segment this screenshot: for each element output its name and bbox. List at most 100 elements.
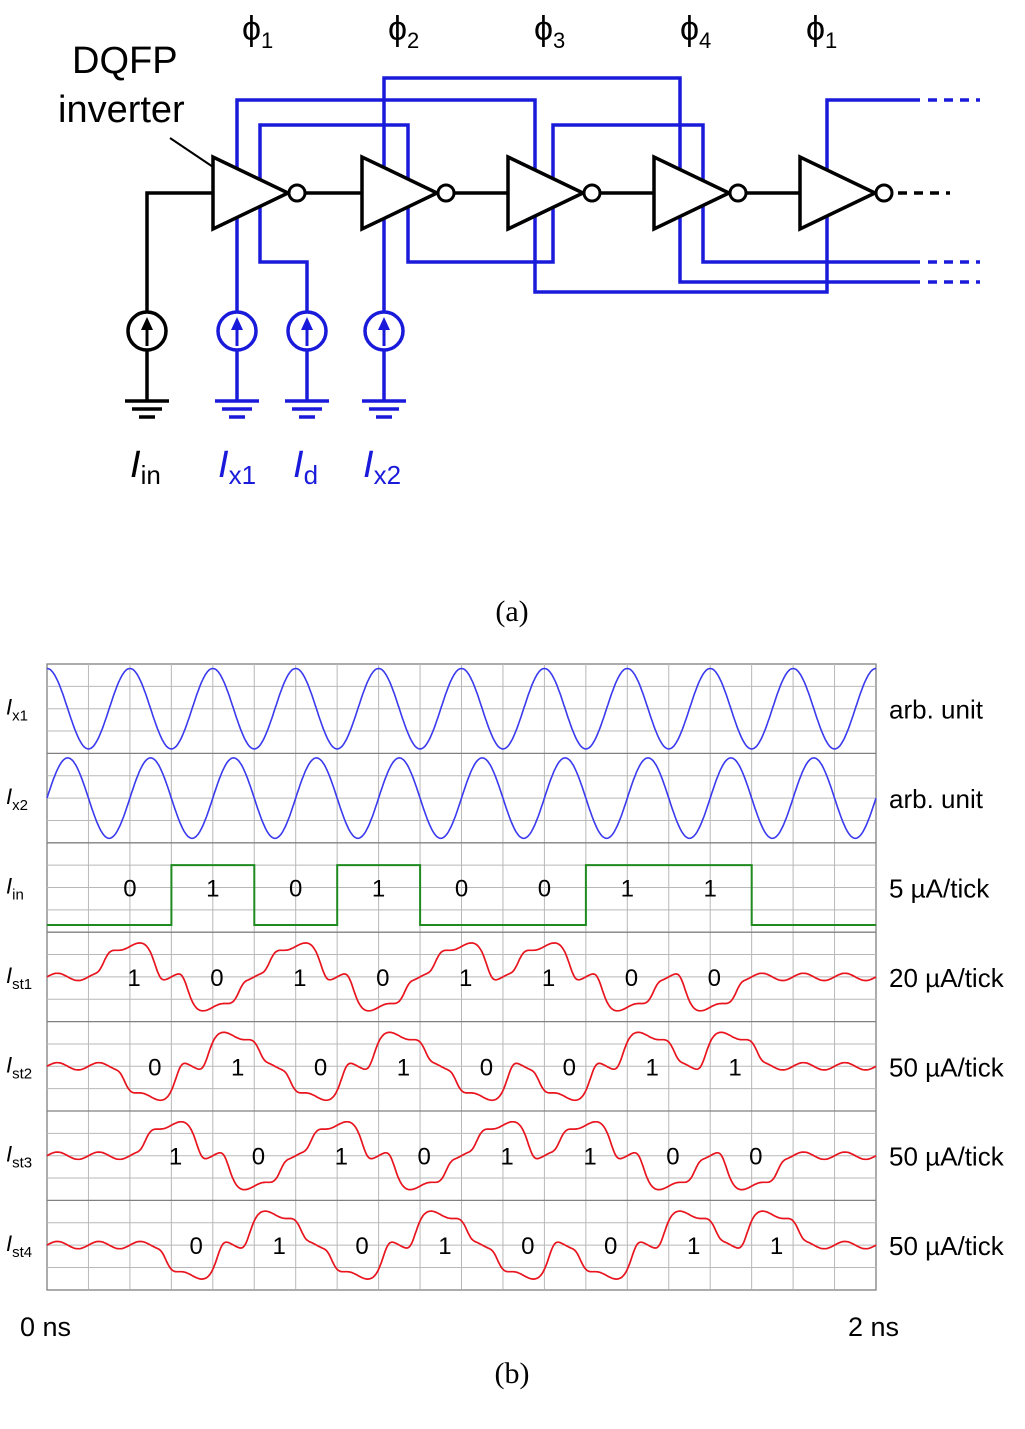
panel-unit-label: 50 µA/tick xyxy=(889,1142,1005,1172)
bit-label: 0 xyxy=(355,1233,368,1260)
bit-label: 1 xyxy=(459,965,472,992)
excitation-line-x1-a xyxy=(235,98,920,312)
excitation-waveform xyxy=(46,667,877,750)
bit-label: 0 xyxy=(190,1233,203,1260)
phase-labels: ϕ1 ϕ2 ϕ3 ϕ4 ϕ1 xyxy=(242,10,837,53)
bit-label: 1 xyxy=(127,965,140,992)
waveform-plot: 0 1 0 1 0 0 1 1 1 0 1 0 1 1 0 0 0 1 0 1 0 0 1 1 1 0 1 0 1 1 0 0 0 1 0 1 0 0 1 1… xyxy=(6,663,1005,1390)
panel-label: Ix1 xyxy=(6,695,28,725)
panel-label: Ist3 xyxy=(6,1142,32,1172)
bit-label: 0 xyxy=(418,1144,431,1171)
bit-label: 1 xyxy=(704,876,717,903)
bit-labels: 0 1 0 1 0 0 1 1 1 0 1 0 1 1 0 0 0 1 0 1 0 0 1 1 1 0 1 0 1 1 0 0 0 1 0 1 0 0 1 1 xyxy=(123,876,783,1261)
bit-label: 1 xyxy=(206,876,219,903)
bit-label: 1 xyxy=(335,1144,348,1171)
current-waveform xyxy=(46,1210,877,1280)
phase-label: ϕ2 xyxy=(388,10,419,53)
bit-label: 1 xyxy=(770,1233,783,1260)
panel-label: Ist2 xyxy=(6,1052,32,1082)
caption-b: (b) xyxy=(495,1357,530,1390)
input-line xyxy=(145,191,213,312)
phase-label: ϕ3 xyxy=(534,10,565,53)
panel-label: Ix2 xyxy=(6,784,28,814)
signal-wiring xyxy=(145,191,950,312)
dqfp-inverter-stage xyxy=(652,154,748,232)
bit-label: 1 xyxy=(645,1054,658,1081)
panel-labels: Ix1 arb. unit Ix2 arb. unit Iin 5 µA/tick Ist1… xyxy=(6,695,1005,1261)
bit-label: 1 xyxy=(231,1054,244,1081)
x-axis-start-label: 0 ns xyxy=(20,1312,71,1342)
bit-label: 1 xyxy=(438,1233,451,1260)
dqfp-inverter-stage xyxy=(506,154,602,232)
bit-label: 0 xyxy=(455,876,468,903)
bit-label: 0 xyxy=(480,1054,493,1081)
panel-dividers xyxy=(47,752,876,1202)
panel-unit-label: arb. unit xyxy=(889,784,984,814)
current-source-x1-icon xyxy=(215,310,259,419)
dqfp-circuit-diagram: ϕ1 ϕ2 ϕ3 ϕ4 ϕ1 DQFP inverter xyxy=(58,10,980,628)
excitation-wiring xyxy=(235,76,980,312)
bit-label: 1 xyxy=(728,1054,741,1081)
dqfp-inverter-stage xyxy=(798,154,894,232)
bit-label: 0 xyxy=(148,1054,161,1081)
bit-label: 0 xyxy=(210,965,223,992)
dqfp-inverter-chain xyxy=(211,154,894,232)
bit-label: 0 xyxy=(708,965,721,992)
panel-unit-label: 5 µA/tick xyxy=(889,874,990,904)
source-label-x2: Ix2 xyxy=(363,444,401,490)
source-label-in: Iin xyxy=(130,444,161,490)
bit-label: 1 xyxy=(372,876,385,903)
bit-label: 1 xyxy=(542,965,555,992)
bit-label: 0 xyxy=(625,965,638,992)
current-source-d-icon xyxy=(285,310,329,419)
bit-label: 0 xyxy=(252,1144,265,1171)
x-axis-end-label: 2 ns xyxy=(848,1312,899,1342)
excitation-waveform xyxy=(46,757,877,840)
bit-label: 1 xyxy=(272,1233,285,1260)
dqfp-inverter-stage xyxy=(360,154,456,232)
current-waveform xyxy=(46,1120,877,1191)
input-waveform xyxy=(46,864,876,927)
inverter-label-line1: DQFP xyxy=(72,40,178,82)
bit-label: 0 xyxy=(123,876,136,903)
phase-label: ϕ1 xyxy=(242,10,273,53)
bit-label: 1 xyxy=(583,1144,596,1171)
bit-label: 0 xyxy=(749,1144,762,1171)
dqfp-inverter-stage xyxy=(211,154,307,232)
current-source-in-icon xyxy=(125,310,169,419)
bit-label: 1 xyxy=(500,1144,513,1171)
panel-label: Ist1 xyxy=(6,963,32,993)
inverter-label-line2: inverter xyxy=(58,89,185,131)
excitation-continuation xyxy=(928,98,980,284)
panel-unit-label: 50 µA/tick xyxy=(889,1231,1005,1261)
panel-unit-label: 20 µA/tick xyxy=(889,963,1005,993)
current-waveform xyxy=(46,1031,877,1102)
source-label-d: Id xyxy=(293,444,318,490)
panel-unit-label: arb. unit xyxy=(889,695,984,725)
source-label-x1: Ix1 xyxy=(218,444,256,490)
source-labels: Iin Ix1 Id Ix2 xyxy=(130,444,401,490)
bit-label: 0 xyxy=(604,1233,617,1260)
bit-label: 0 xyxy=(666,1144,679,1171)
bit-label: 0 xyxy=(538,876,551,903)
bit-label: 1 xyxy=(687,1233,700,1260)
current-source-x2-icon xyxy=(362,310,406,419)
bit-label: 0 xyxy=(289,876,302,903)
bit-label: 0 xyxy=(563,1054,576,1081)
bit-label: 1 xyxy=(169,1144,182,1171)
excitation-line-x2-b xyxy=(382,76,920,312)
excitation-line-x1-b xyxy=(258,123,920,264)
bit-label: 1 xyxy=(397,1054,410,1081)
panel-label: Iin xyxy=(6,874,24,904)
panel-label: Ist4 xyxy=(6,1231,32,1261)
panel-unit-label: 50 µA/tick xyxy=(889,1052,1005,1082)
caption-a: (a) xyxy=(495,595,528,628)
current-waveform xyxy=(46,942,877,1012)
dc-bias-line xyxy=(258,232,309,312)
bit-label: 1 xyxy=(621,876,634,903)
phase-label: ϕ4 xyxy=(680,10,711,53)
phase-label: ϕ1 xyxy=(806,10,837,53)
current-sources xyxy=(125,310,406,419)
bit-label: 0 xyxy=(314,1054,327,1081)
